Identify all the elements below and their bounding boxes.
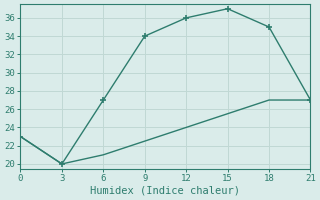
- X-axis label: Humidex (Indice chaleur): Humidex (Indice chaleur): [91, 186, 240, 196]
